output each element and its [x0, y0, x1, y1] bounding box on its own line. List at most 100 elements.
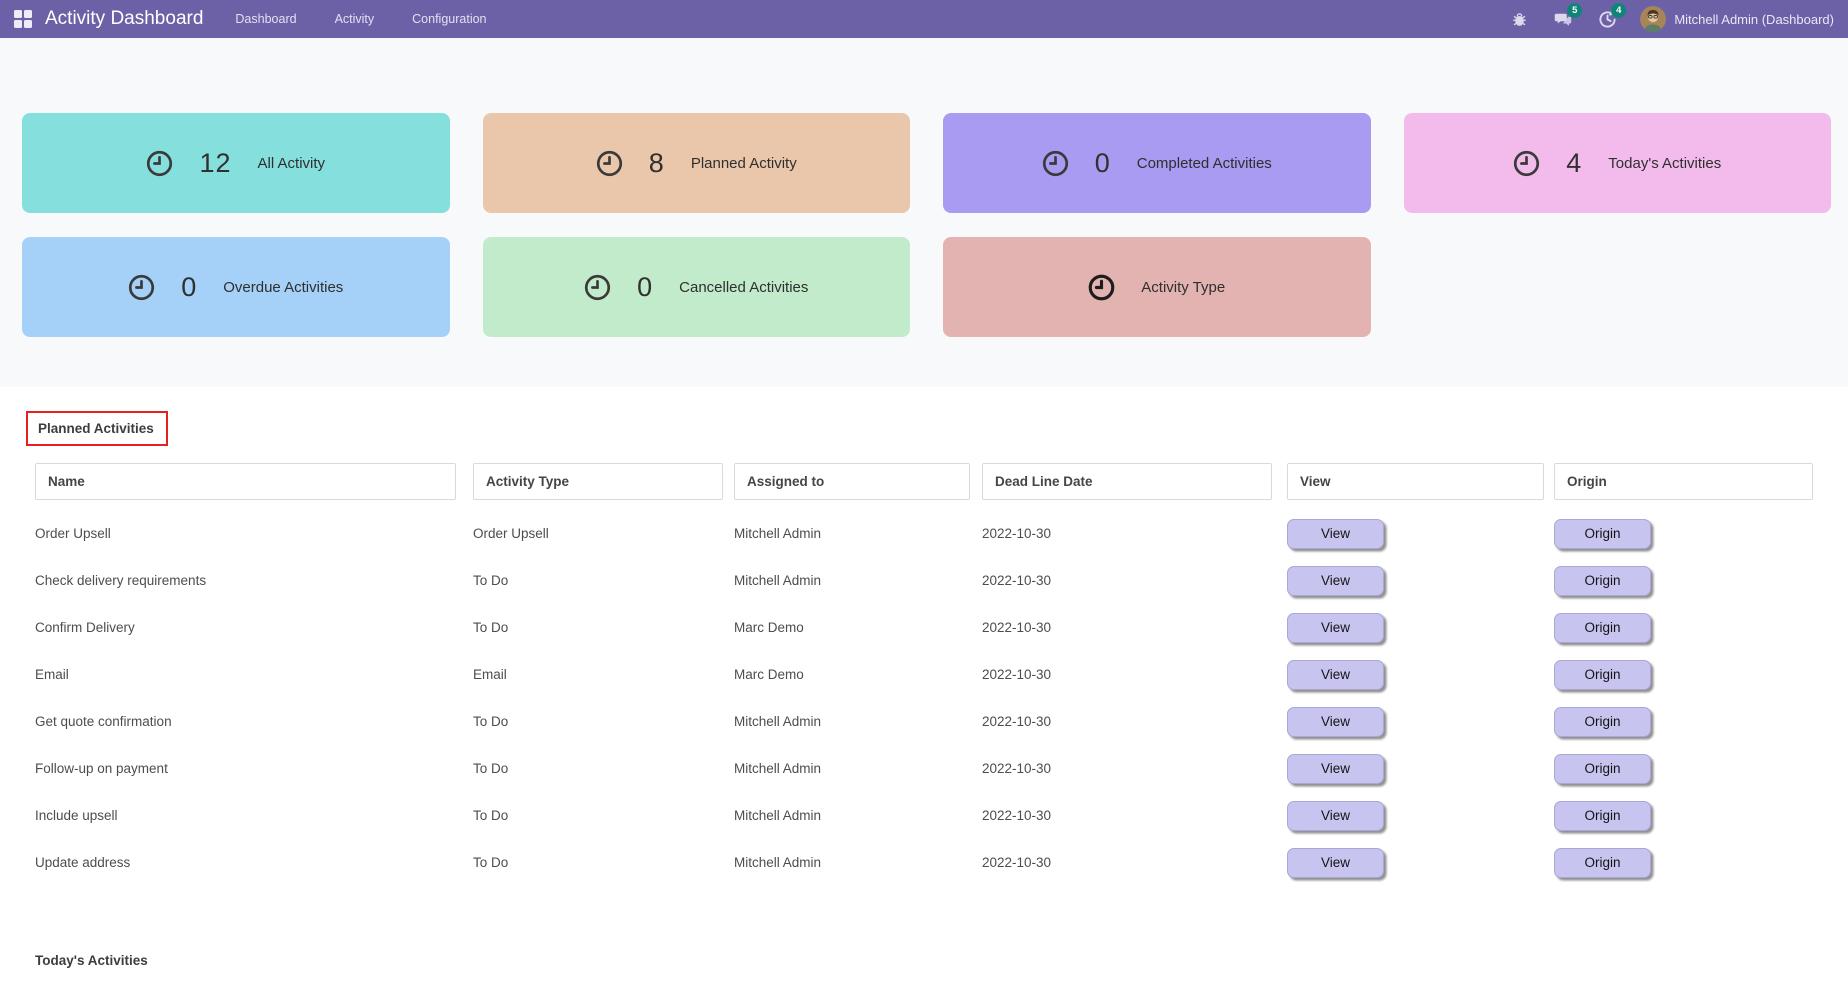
apps-grid-icon[interactable]	[14, 10, 32, 28]
card-cancelled-activities[interactable]: 0 Cancelled Activities	[482, 237, 910, 337]
card-overdue-activities[interactable]: 0 Overdue Activities	[22, 237, 450, 337]
cell-deadline: 2022-10-30	[982, 714, 1052, 729]
card-value: 8	[648, 147, 665, 178]
planned-activities-heading: Planned Activities	[26, 411, 168, 446]
cell-deadline: 2022-10-30	[982, 855, 1052, 870]
column-header-name[interactable]: Name	[35, 463, 456, 500]
clock-icon	[146, 150, 173, 177]
origin-button[interactable]: Origin	[1554, 518, 1651, 549]
view-button[interactable]: View	[1287, 753, 1384, 784]
origin-button[interactable]: Origin	[1554, 659, 1651, 690]
card-value: 4	[1566, 147, 1583, 178]
origin-button[interactable]: Origin	[1554, 565, 1651, 596]
table-row: Update address To Do Mitchell Admin 2022…	[35, 839, 1813, 886]
view-button[interactable]: View	[1287, 706, 1384, 737]
cell-type: To Do	[473, 761, 509, 776]
user-avatar	[1640, 6, 1667, 32]
card-value: 0	[1094, 147, 1111, 178]
cell-assigned: Marc Demo	[734, 620, 804, 635]
card-value: 0	[637, 271, 654, 302]
card-activity-type[interactable]: Activity Type	[943, 237, 1371, 337]
origin-button[interactable]: Origin	[1554, 612, 1651, 643]
cell-assigned: Mitchell Admin	[734, 761, 822, 776]
table-row: Confirm Delivery To Do Marc Demo 2022-10…	[35, 604, 1813, 651]
origin-button[interactable]: Origin	[1554, 800, 1651, 831]
column-header-view[interactable]: View	[1287, 463, 1544, 500]
top-navbar: Activity Dashboard Dashboard Activity Co…	[0, 0, 1848, 38]
view-button[interactable]: View	[1287, 612, 1384, 643]
navbar-right: 5 4 Mitchell Admin	[1508, 3, 1834, 32]
clock-icon	[584, 274, 611, 301]
view-button[interactable]: View	[1287, 847, 1384, 878]
card-label: All Activity	[257, 154, 326, 172]
cell-type: To Do	[473, 573, 509, 588]
stat-cards-grid: 12 All Activity 8 Planned Activity 0 Com…	[22, 113, 1831, 337]
main-menu: Dashboard Activity Configuration	[235, 12, 486, 26]
cell-name: Order Upsell	[35, 526, 111, 541]
card-completed-activities[interactable]: 0 Completed Activities	[943, 113, 1371, 213]
cell-type: Order Upsell	[473, 526, 549, 541]
menu-item-dashboard[interactable]: Dashboard	[235, 12, 297, 26]
cell-assigned: Marc Demo	[734, 667, 804, 682]
table-row: Follow-up on payment To Do Mitchell Admi…	[35, 745, 1813, 792]
planned-activities-section: Planned Activities Name Activity Type As…	[0, 387, 1848, 984]
column-header-deadline[interactable]: Dead Line Date	[982, 463, 1272, 500]
empty-grid-slot	[1404, 237, 1832, 337]
activities-badge: 4	[1611, 3, 1627, 18]
menu-item-activity[interactable]: Activity	[334, 12, 375, 26]
card-label: Planned Activity	[690, 154, 797, 172]
card-planned-activity[interactable]: 8 Planned Activity	[482, 113, 910, 213]
cell-type: To Do	[473, 714, 509, 729]
card-value: 0	[181, 271, 198, 302]
view-button[interactable]: View	[1287, 659, 1384, 690]
cell-assigned: Mitchell Admin	[734, 808, 822, 823]
cell-name: Confirm Delivery	[35, 620, 135, 635]
origin-button[interactable]: Origin	[1554, 706, 1651, 737]
messages-icon[interactable]: 5	[1552, 3, 1583, 30]
cell-type: To Do	[473, 620, 509, 635]
clock-icon	[596, 150, 623, 177]
card-all-activity[interactable]: 12 All Activity	[22, 113, 450, 213]
table-row: Email Email Marc Demo 2022-10-30 View Or…	[35, 651, 1813, 698]
dashboard-hero: 12 All Activity 8 Planned Activity 0 Com…	[0, 38, 1848, 387]
cell-deadline: 2022-10-30	[982, 667, 1052, 682]
cell-type: Email	[473, 667, 507, 682]
origin-button[interactable]: Origin	[1554, 753, 1651, 784]
card-label: Overdue Activities	[223, 278, 344, 296]
cell-name: Email	[35, 667, 69, 682]
table-body: Order Upsell Order Upsell Mitchell Admin…	[35, 510, 1813, 886]
user-menu[interactable]: Mitchell Admin (Dashboard)	[1640, 6, 1834, 32]
clock-icon	[128, 274, 155, 301]
column-header-assigned[interactable]: Assigned to	[734, 463, 970, 500]
cell-name: Follow-up on payment	[35, 761, 168, 776]
user-name: Mitchell Admin (Dashboard)	[1674, 11, 1834, 27]
messages-badge: 5	[1567, 3, 1583, 18]
todays-activities-heading: Today's Activities	[35, 953, 148, 968]
column-header-origin[interactable]: Origin	[1554, 463, 1813, 500]
card-label: Cancelled Activities	[679, 278, 809, 296]
card-label: Today's Activities	[1608, 154, 1722, 172]
cell-deadline: 2022-10-30	[982, 526, 1052, 541]
activities-icon[interactable]: 4	[1596, 3, 1627, 30]
cell-deadline: 2022-10-30	[982, 808, 1052, 823]
table-header-row: Name Activity Type Assigned to Dead Line…	[35, 463, 1813, 500]
card-todays-activities[interactable]: 4 Today's Activities	[1403, 113, 1831, 213]
cell-type: To Do	[473, 855, 509, 870]
cell-name: Get quote confirmation	[35, 714, 172, 729]
bug-icon[interactable]	[1508, 8, 1530, 30]
cell-name: Update address	[35, 855, 131, 870]
card-label: Completed Activities	[1136, 154, 1272, 172]
card-value: 12	[199, 147, 232, 178]
table-row: Get quote confirmation To Do Mitchell Ad…	[35, 698, 1813, 745]
table-row: Order Upsell Order Upsell Mitchell Admin…	[35, 510, 1813, 557]
menu-item-configuration[interactable]: Configuration	[412, 12, 487, 26]
clock-icon	[1042, 150, 1069, 177]
view-button[interactable]: View	[1287, 518, 1384, 549]
origin-button[interactable]: Origin	[1554, 847, 1651, 878]
app-title[interactable]: Activity Dashboard	[45, 8, 204, 29]
cell-name: Include upsell	[35, 808, 118, 823]
view-button[interactable]: View	[1287, 800, 1384, 831]
view-button[interactable]: View	[1287, 565, 1384, 596]
cell-name: Check delivery requirements	[35, 573, 207, 588]
column-header-type[interactable]: Activity Type	[473, 463, 723, 500]
